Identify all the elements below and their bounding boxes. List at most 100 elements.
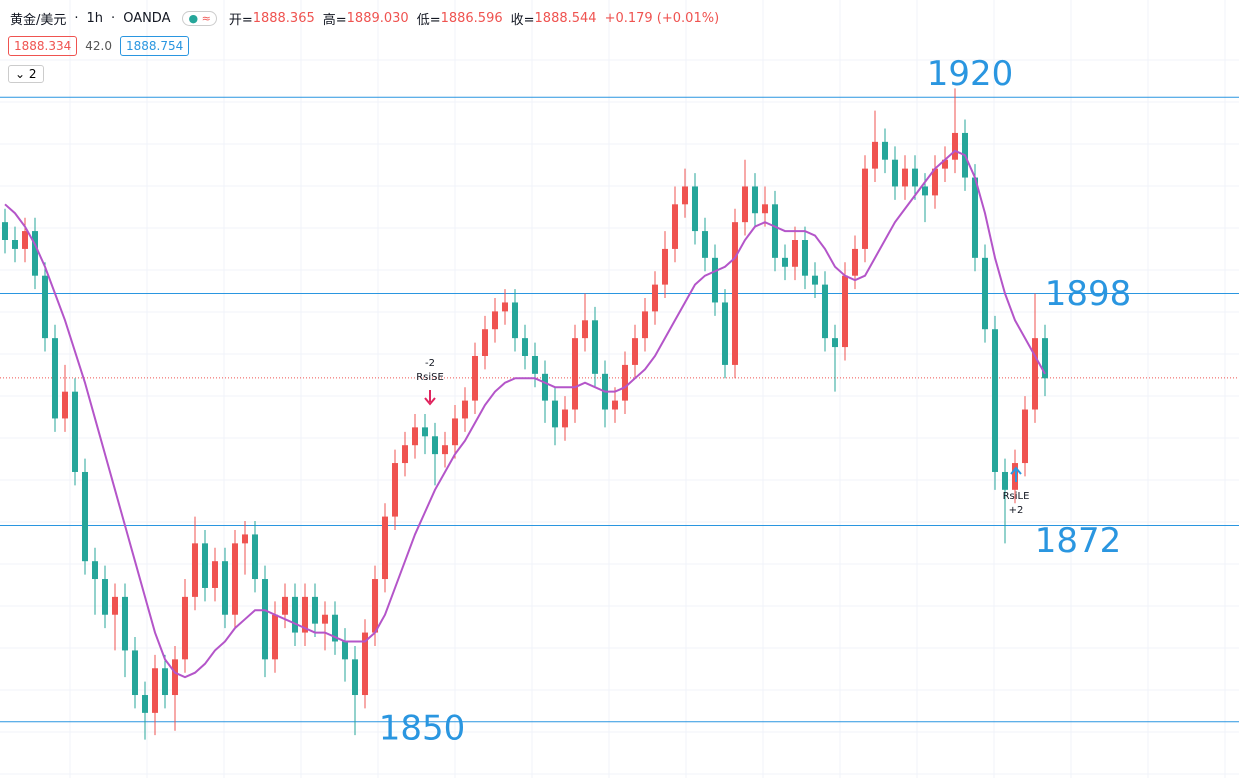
- candle-body: [92, 561, 98, 580]
- candle-body: [782, 257, 788, 267]
- signal-long: RsiLE +2: [1003, 466, 1029, 516]
- candle-body: [992, 329, 998, 472]
- candle-body: [832, 338, 838, 348]
- candle-body: [662, 248, 668, 285]
- candle-body: [872, 141, 878, 169]
- candle-body: [482, 329, 488, 356]
- sell-price[interactable]: 1888.334: [8, 36, 78, 56]
- candle-body: [1002, 471, 1008, 490]
- interval[interactable]: 1h: [86, 11, 104, 26]
- candle-body: [292, 596, 298, 633]
- candle-body: [402, 445, 408, 464]
- candle-body: [792, 240, 798, 267]
- low-label: 低=: [416, 13, 441, 28]
- signal-qty: -2: [425, 358, 435, 369]
- candle-body: [52, 338, 58, 419]
- candle-body: [732, 222, 738, 365]
- level-label: 1850: [379, 708, 466, 748]
- candle-body: [372, 579, 378, 633]
- high-label: 高=: [322, 13, 347, 28]
- candle-body: [152, 668, 158, 713]
- candle-body: [562, 409, 568, 428]
- candle-body: [932, 168, 938, 196]
- close-value: 1888.544: [534, 11, 597, 26]
- candle-body: [702, 231, 708, 258]
- candle-body: [642, 311, 648, 339]
- candle-body: [762, 204, 768, 214]
- indicator-count: 2: [28, 67, 37, 81]
- candle-body: [822, 284, 828, 339]
- candle-body: [902, 168, 908, 187]
- close-label: 收=: [510, 13, 535, 28]
- candle-body: [192, 543, 198, 597]
- candle-body: [772, 204, 778, 258]
- candle-body: [2, 222, 8, 241]
- level-label: 1872: [1035, 521, 1122, 561]
- indicator-toggle[interactable]: ⌄ 2: [8, 65, 44, 83]
- candle-body: [572, 338, 578, 410]
- candle-body: [1022, 409, 1028, 464]
- candle-body: [742, 186, 748, 223]
- candle-body: [462, 400, 468, 419]
- signal-short: -2 RsiSE: [416, 358, 444, 406]
- candle-body: [382, 516, 388, 580]
- signal-arrow: [424, 390, 436, 406]
- candle-body: [542, 373, 548, 401]
- candle-body: [972, 177, 978, 258]
- signal-qty: +2: [1009, 505, 1024, 516]
- signal-arrow: [1010, 466, 1022, 482]
- candle-body: [212, 561, 218, 588]
- candle-body: [202, 543, 208, 588]
- candle-body: [612, 400, 618, 410]
- candle-body: [472, 355, 478, 401]
- candle-body: [982, 257, 988, 330]
- buy-price[interactable]: 1888.754: [119, 36, 190, 56]
- legend-header: 黄金/美元 · 1h · OANDA ● ≈ 开= 1888.365 高= 1889.0…: [10, 9, 719, 28]
- candle-body: [322, 614, 328, 624]
- candle-body: [812, 275, 818, 285]
- candle-body: [42, 275, 48, 339]
- candle-body: [412, 427, 418, 446]
- candle-body: [282, 596, 288, 615]
- symbol[interactable]: 黄金/美元: [10, 13, 67, 28]
- candle-body: [352, 659, 358, 696]
- candle-body: [432, 436, 438, 455]
- candle-body: [512, 302, 518, 339]
- candle-body: [272, 614, 278, 660]
- candle-body: [912, 168, 918, 187]
- candle-body: [112, 596, 118, 615]
- candle-body: [142, 695, 148, 713]
- candle-body: [622, 364, 628, 401]
- candle-body: [162, 668, 168, 696]
- source: OANDA: [123, 11, 171, 26]
- candle-body: [752, 186, 758, 214]
- candle-body: [122, 596, 128, 651]
- candle-body: [942, 159, 948, 169]
- candle-body: [552, 400, 558, 428]
- candle-body: [492, 311, 498, 330]
- dot: ·: [74, 11, 79, 26]
- change: +0.179 (+0.01%): [604, 11, 720, 26]
- open-label: 开=: [228, 13, 253, 28]
- level-label: 1920: [927, 54, 1014, 94]
- candle-body: [422, 427, 428, 437]
- candle-body: [72, 391, 78, 472]
- high-value: 1889.030: [346, 11, 409, 26]
- candle-body: [252, 534, 258, 580]
- candle-body: [692, 186, 698, 232]
- candle-body: [852, 248, 858, 276]
- market-status[interactable]: ● ≈: [182, 11, 217, 26]
- candle-body: [302, 596, 308, 633]
- low-value: 1886.596: [440, 11, 503, 26]
- candle-body: [342, 641, 348, 660]
- candle-body: [62, 391, 68, 419]
- candle-body: [652, 284, 658, 312]
- candle-body: [452, 418, 458, 446]
- candle-body: [312, 596, 318, 624]
- candle-body: [592, 320, 598, 374]
- dot: ·: [111, 11, 116, 26]
- candle-body: [262, 579, 268, 660]
- candle-body: [522, 338, 528, 356]
